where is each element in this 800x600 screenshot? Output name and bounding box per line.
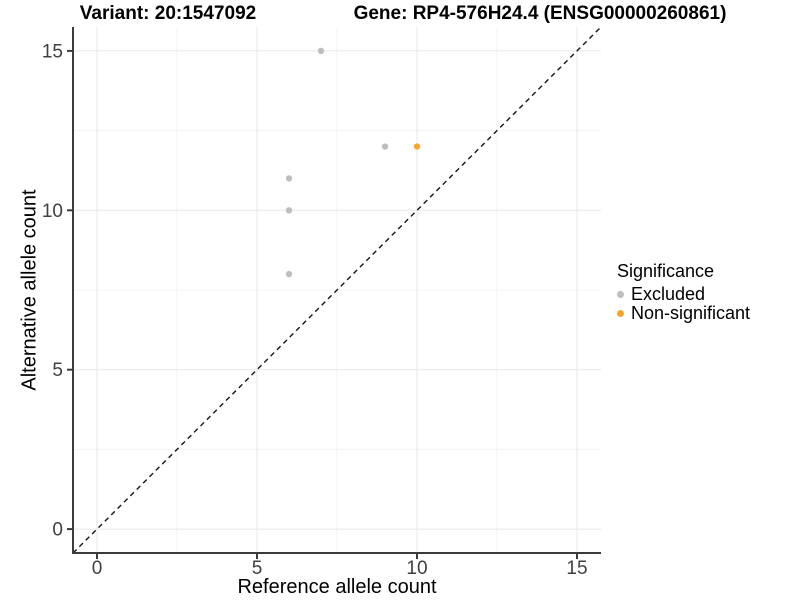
gene-title: Gene: RP4-576H24.4 (ENSG00000260861) [353, 3, 727, 24]
x-tick-label: 0 [92, 558, 103, 579]
legend-item-label: Non-significant [631, 303, 751, 323]
y-tick-label: 0 [52, 520, 63, 541]
x-tick-label: 15 [566, 558, 587, 579]
x-axis-title: Reference allele count [237, 576, 437, 598]
y-tick-label: 15 [42, 41, 63, 62]
data-point-non-significant [413, 143, 421, 150]
x-tick-label: 10 [406, 558, 427, 579]
identity-line [72, 26, 602, 554]
data-point-excluded [285, 175, 293, 182]
excluded-dot-icon [617, 291, 624, 298]
y-tick-label: 5 [52, 360, 63, 381]
y-axis-title: Alternative allele count [18, 189, 41, 391]
data-point-excluded [317, 47, 325, 55]
legend: Significance Excluded Non-significant [617, 261, 750, 323]
data-point-excluded [381, 143, 389, 150]
non-significant-dot-icon [617, 310, 624, 317]
legend-item-excluded: Excluded [617, 284, 750, 304]
legend-item-non-significant: Non-significant [617, 303, 751, 323]
variant-title: Variant: 20:1547092 [79, 3, 257, 24]
x-tick-label: 5 [252, 558, 263, 579]
y-tick-label: 10 [42, 201, 63, 222]
legend-title: Significance [617, 261, 715, 281]
data-point-excluded [285, 207, 293, 214]
legend-item-label: Excluded [631, 284, 706, 304]
data-point-excluded [285, 270, 293, 278]
